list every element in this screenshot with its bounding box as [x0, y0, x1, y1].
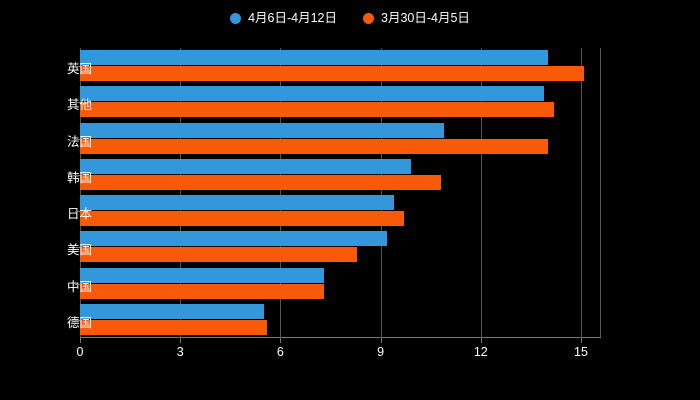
x-axis-tick-label: 3: [176, 345, 184, 359]
x-axis-tick: [80, 338, 81, 343]
x-axis-tick-label: 9: [377, 345, 385, 359]
bar-group: [80, 157, 601, 193]
legend-label-series-0: 4月6日-4月12日: [248, 11, 337, 25]
y-axis-tick-label: 法国: [66, 134, 92, 149]
legend-item-series-0[interactable]: 4月6日-4月12日: [230, 12, 337, 25]
y-axis-tick-label: 日本: [66, 207, 92, 222]
y-axis-tick-label: 英国: [66, 62, 92, 77]
y-axis-tick: [75, 102, 80, 104]
x-axis-tick-label: 15: [574, 345, 588, 359]
bar-group: [80, 302, 601, 338]
bar-group: [80, 229, 601, 265]
bar[interactable]: [80, 86, 545, 102]
bar[interactable]: [80, 319, 268, 335]
bar[interactable]: [80, 50, 548, 66]
gridline: [380, 48, 382, 338]
x-axis-tick: [580, 338, 582, 343]
bar-group: [80, 84, 601, 120]
chart-legend: 4月6日-4月12日 3月30日-4月5日: [0, 12, 700, 25]
y-axis-tick-label: 中国: [66, 279, 92, 294]
x-axis-tick: [480, 338, 482, 343]
bar-group: [80, 266, 601, 302]
y-axis-tick: [75, 66, 80, 68]
gridline: [480, 48, 482, 338]
legend-marker-icon-series-1: [363, 13, 374, 24]
bar[interactable]: [80, 158, 411, 174]
y-axis-tick-label: 其他: [66, 98, 92, 113]
legend-item-series-1[interactable]: 3月30日-4月5日: [363, 12, 470, 25]
y-axis-tick: [75, 174, 80, 176]
bar[interactable]: [80, 303, 264, 319]
bar[interactable]: [80, 231, 388, 247]
y-axis-tick: [75, 283, 80, 285]
axis-line-bottom: [80, 337, 601, 338]
bar[interactable]: [80, 211, 404, 227]
gridline: [580, 48, 582, 338]
axis-line-left: [80, 48, 81, 338]
bar-group: [80, 121, 601, 157]
x-axis-tick-label: 6: [276, 345, 284, 359]
bar[interactable]: [80, 195, 394, 211]
legend-label-series-1: 3月30日-4月5日: [381, 11, 470, 25]
gridline: [280, 48, 282, 338]
bar-group: [80, 48, 601, 84]
x-axis-tick: [180, 338, 182, 343]
gridline: [180, 48, 182, 338]
bar[interactable]: [80, 138, 548, 154]
bar[interactable]: [80, 122, 445, 138]
bar[interactable]: [80, 174, 441, 190]
y-axis-tick: [75, 319, 80, 321]
bar[interactable]: [80, 247, 358, 263]
legend-marker-icon-series-0: [230, 13, 242, 24]
axis-line-right: [600, 48, 601, 338]
y-axis-tick-label: 韩国: [66, 170, 92, 185]
plot-area: [80, 48, 601, 338]
bar[interactable]: [80, 267, 324, 283]
y-axis-tick: [75, 211, 80, 213]
y-axis-tick-label: 德国: [66, 315, 92, 330]
bar[interactable]: [80, 283, 324, 299]
bar[interactable]: [80, 66, 585, 82]
bar[interactable]: [80, 102, 555, 118]
x-axis-tick-label: 12: [473, 345, 488, 359]
y-axis-tick: [75, 247, 80, 249]
y-axis-tick: [75, 138, 80, 140]
x-axis-tick: [280, 338, 282, 343]
y-axis-tick-label: 美国: [66, 243, 92, 258]
bar-group: [80, 193, 601, 229]
x-axis-tick-label: 0: [76, 345, 84, 359]
x-axis-tick: [380, 338, 382, 343]
